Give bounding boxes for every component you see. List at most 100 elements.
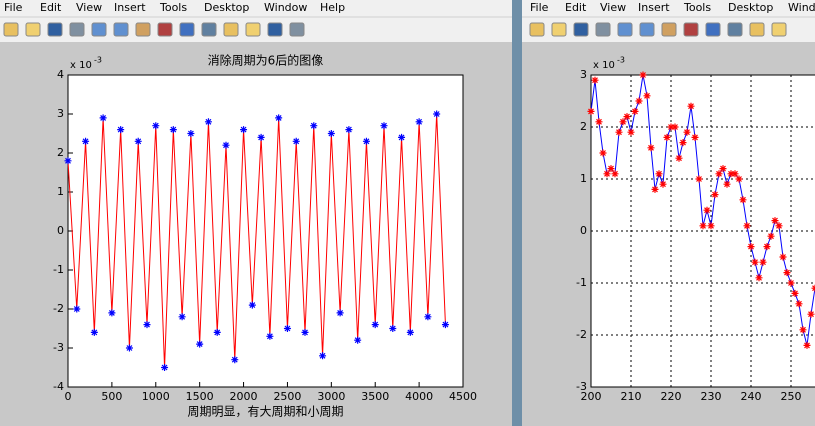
- toolbar-button[interactable]: [639, 22, 655, 37]
- data-marker: [257, 133, 265, 141]
- data-marker: [627, 128, 635, 136]
- data-marker: [623, 113, 631, 121]
- data-marker: [231, 356, 239, 364]
- data-marker: [751, 258, 759, 266]
- data-marker: [125, 344, 133, 352]
- y-tick-label: 4: [57, 68, 64, 81]
- x-tick-label: 1500: [186, 390, 214, 403]
- x-tick-label: 230: [701, 390, 722, 403]
- data-marker: [266, 332, 274, 340]
- y-tick-label: 3: [57, 107, 64, 120]
- data-marker: [336, 309, 344, 317]
- data-marker: [735, 175, 743, 183]
- toolbar-button[interactable]: [267, 22, 283, 37]
- toolbar-button[interactable]: [135, 22, 151, 37]
- data-marker: [240, 126, 248, 134]
- y-tick-label: -2: [53, 302, 64, 315]
- toolbar-button[interactable]: [661, 22, 677, 37]
- toolbar-button[interactable]: [3, 22, 19, 37]
- toolbar-button[interactable]: [179, 22, 195, 37]
- exponent-base: x 10: [70, 60, 92, 71]
- toolbar-button[interactable]: [25, 22, 41, 37]
- window-gap: [512, 0, 522, 426]
- toolbar-button[interactable]: [705, 22, 721, 37]
- data-marker: [398, 133, 406, 141]
- menu-item[interactable]: Insert: [114, 1, 146, 14]
- data-marker: [143, 321, 151, 329]
- y-tick-label: -1: [53, 263, 64, 276]
- data-marker: [743, 222, 751, 230]
- toolbar-button[interactable]: [595, 22, 611, 37]
- data-marker: [204, 118, 212, 126]
- data-line: [67, 113, 446, 368]
- x-axis-label: 周期明显，有大周期和小周期: [187, 405, 343, 419]
- toolbar-button[interactable]: [573, 22, 589, 37]
- y-tick-label: 0: [57, 224, 64, 237]
- data-marker: [380, 122, 388, 130]
- menu-item[interactable]: Window: [788, 1, 815, 14]
- data-marker: [731, 170, 739, 178]
- toolbar-button[interactable]: [113, 22, 129, 37]
- data-marker: [747, 243, 755, 251]
- toolbar-button[interactable]: [727, 22, 743, 37]
- toolbar-button[interactable]: [223, 22, 239, 37]
- x-tick-label: 210: [621, 390, 642, 403]
- menu-item[interactable]: Help: [320, 1, 345, 14]
- y-tick-label: 2: [57, 146, 64, 159]
- menu-item[interactable]: Edit: [40, 1, 62, 14]
- toolbar-button[interactable]: [91, 22, 107, 37]
- toolbar-button[interactable]: [289, 22, 305, 37]
- y-tick-label: -3: [53, 341, 64, 354]
- menu-item[interactable]: Tools: [159, 1, 187, 14]
- data-marker: [187, 130, 195, 137]
- menu-item[interactable]: View: [600, 1, 626, 14]
- data-marker: [169, 126, 177, 134]
- menu-item[interactable]: Tools: [683, 1, 711, 14]
- toolbar-button[interactable]: [683, 22, 699, 37]
- toolbar-button[interactable]: [157, 22, 173, 37]
- menu-item[interactable]: View: [76, 1, 102, 14]
- menu-item[interactable]: File: [530, 1, 549, 14]
- data-marker: [719, 165, 727, 173]
- data-marker: [723, 180, 731, 188]
- toolbar-button[interactable]: [69, 22, 85, 37]
- toolbar-button[interactable]: [551, 22, 567, 37]
- toolbar-button[interactable]: [47, 22, 63, 37]
- y-tick-label: 0: [580, 224, 587, 237]
- x-tick-label: 3500: [361, 390, 389, 403]
- toolbar-icons: [3, 22, 787, 37]
- toolbar-button[interactable]: [245, 22, 261, 37]
- menu-item[interactable]: Window: [264, 1, 307, 14]
- data-marker: [327, 130, 335, 137]
- data-marker: [787, 279, 795, 287]
- toolbar-button[interactable]: [529, 22, 545, 37]
- x-tick-label: 500: [101, 390, 122, 403]
- x-tick-label: 240: [741, 390, 762, 403]
- data-marker: [362, 137, 370, 145]
- menu-item[interactable]: Desktop: [728, 1, 773, 14]
- y-tick-label: -1: [576, 276, 587, 289]
- data-marker: [611, 170, 619, 178]
- menu-item[interactable]: File: [4, 1, 23, 14]
- data-marker: [371, 321, 379, 329]
- data-marker: [727, 170, 735, 178]
- menu-item[interactable]: Insert: [638, 1, 670, 14]
- data-marker: [603, 170, 611, 178]
- data-marker: [755, 274, 763, 282]
- menu-item[interactable]: Edit: [565, 1, 587, 14]
- data-marker: [715, 170, 723, 178]
- toolbar-button[interactable]: [201, 22, 217, 37]
- data-marker: [301, 328, 309, 336]
- y-tick-label: 1: [57, 185, 64, 198]
- menu-item[interactable]: Desktop: [204, 1, 249, 14]
- data-marker: [99, 114, 107, 122]
- y-tick-label: 1: [580, 172, 587, 185]
- toolbar-button[interactable]: [771, 22, 787, 37]
- data-marker: [803, 341, 811, 349]
- toolbar-button[interactable]: [617, 22, 633, 37]
- toolbar-button[interactable]: [749, 22, 765, 37]
- data-marker: [178, 313, 186, 321]
